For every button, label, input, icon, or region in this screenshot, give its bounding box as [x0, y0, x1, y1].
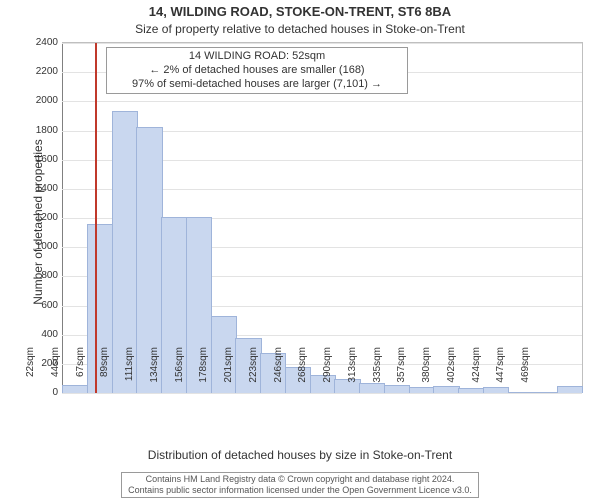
- x-tick-label: 424sqm: [471, 347, 482, 397]
- x-tick-label: 402sqm: [446, 347, 457, 397]
- gridline: [62, 43, 582, 44]
- y-tick-label: 1800: [24, 126, 58, 136]
- annotation-line: ← 2% of detached houses are smaller (168…: [111, 64, 403, 78]
- y-tick-label: 1600: [24, 155, 58, 165]
- y-tick-label: 1400: [24, 184, 58, 194]
- histogram-bar: [532, 392, 558, 393]
- x-tick-label: 313sqm: [347, 347, 358, 397]
- x-tick-label: 201sqm: [223, 347, 234, 397]
- page-subtitle: Size of property relative to detached ho…: [0, 22, 600, 36]
- x-tick-label: 380sqm: [421, 347, 432, 397]
- x-tick-label: 290sqm: [322, 347, 333, 397]
- annotation-line: 14 WILDING ROAD: 52sqm: [111, 50, 403, 64]
- y-tick-label: 1000: [24, 242, 58, 252]
- gridline: [62, 101, 582, 102]
- y-tick-label: 1200: [24, 213, 58, 223]
- y-tick-label: 2200: [24, 67, 58, 77]
- property-marker-line: [95, 43, 97, 393]
- y-tick-label: 2400: [24, 38, 58, 48]
- footer-line: Contains public sector information licen…: [128, 485, 472, 496]
- x-tick-label: 335sqm: [372, 347, 383, 397]
- x-tick-label: 246sqm: [273, 347, 284, 397]
- page-title: 14, WILDING ROAD, STOKE-ON-TRENT, ST6 8B…: [0, 4, 600, 19]
- x-tick-label: 89sqm: [99, 347, 110, 397]
- x-tick-label: 44sqm: [50, 347, 61, 397]
- x-tick-label: 178sqm: [198, 347, 209, 397]
- x-axis-label: Distribution of detached houses by size …: [0, 448, 600, 462]
- histogram-plot: 0200400600800100012001400160018002000220…: [62, 42, 583, 393]
- x-tick-label: 469sqm: [520, 347, 531, 397]
- y-tick-label: 2000: [24, 96, 58, 106]
- x-tick-label: 223sqm: [248, 347, 259, 397]
- attribution-footer: Contains HM Land Registry data © Crown c…: [0, 472, 600, 498]
- x-tick-label: 67sqm: [75, 347, 86, 397]
- x-tick-label: 447sqm: [495, 347, 506, 397]
- footer-line: Contains HM Land Registry data © Crown c…: [128, 474, 472, 485]
- y-tick-label: 800: [24, 271, 58, 281]
- y-tick-label: 400: [24, 330, 58, 340]
- x-tick-label: 111sqm: [124, 347, 135, 397]
- x-tick-label: 156sqm: [174, 347, 185, 397]
- annotation-line: 97% of semi-detached houses are larger (…: [111, 78, 403, 92]
- x-tick-label: 22sqm: [25, 347, 36, 397]
- x-tick-label: 357sqm: [396, 347, 407, 397]
- histogram-bar: [557, 386, 583, 393]
- x-tick-label: 268sqm: [297, 347, 308, 397]
- marker-annotation: 14 WILDING ROAD: 52sqm ← 2% of detached …: [106, 47, 408, 94]
- x-tick-label: 134sqm: [149, 347, 160, 397]
- y-tick-label: 600: [24, 301, 58, 311]
